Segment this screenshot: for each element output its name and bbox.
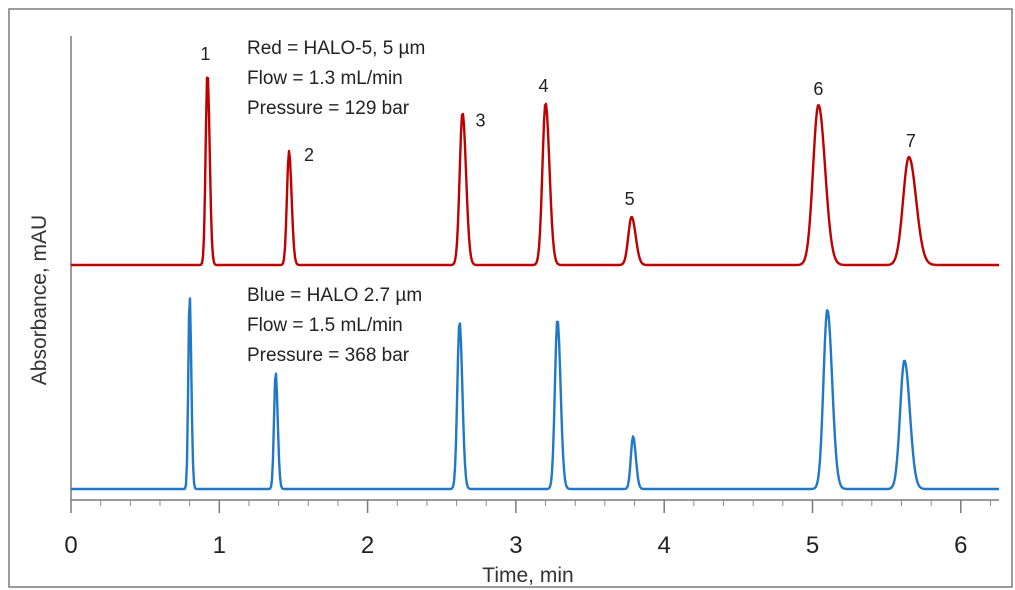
chart-frame	[8, 8, 1013, 588]
red-annotation-line-3: Pressure = 129 bar	[247, 98, 410, 119]
peak-label-6: 6	[813, 79, 823, 99]
peak-label-1: 1	[200, 44, 210, 64]
y-axis-title: Absorbance, mAU	[28, 215, 51, 385]
red-annotation-line-2: Flow = 1.3 mL/min	[247, 68, 403, 89]
x-axis-title: Time, min	[482, 564, 573, 587]
x-tick-label: 1	[213, 532, 226, 559]
red-annotation-line-1: Red = HALO-5, 5 µm	[247, 38, 425, 59]
series-red-trace	[70, 76, 1000, 267]
series-blue-trace	[70, 297, 1000, 491]
peak-label-4: 4	[539, 76, 549, 96]
x-ticks	[70, 500, 991, 513]
peak-label-2: 2	[304, 145, 314, 165]
peak-label-7: 7	[906, 131, 916, 151]
blue-annotation-line-3: Pressure = 368 bar	[247, 345, 410, 366]
peak-labels: 1 2 3 4 5 6 7	[200, 44, 915, 209]
x-tick-labels: 0 1 2 3 4 5 6	[64, 532, 967, 559]
x-tick-label: 0	[64, 532, 77, 559]
x-tick-label: 2	[361, 532, 374, 559]
blue-annotation-line-1: Blue = HALO 2.7 µm	[247, 285, 422, 306]
x-tick-label: 4	[658, 532, 671, 559]
blue-annotation-line-2: Flow = 1.5 mL/min	[247, 315, 403, 336]
peak-label-3: 3	[476, 111, 486, 131]
x-tick-label: 3	[509, 532, 522, 559]
peak-label-5: 5	[625, 189, 635, 209]
x-tick-label: 5	[806, 532, 819, 559]
x-tick-label: 6	[954, 532, 967, 559]
